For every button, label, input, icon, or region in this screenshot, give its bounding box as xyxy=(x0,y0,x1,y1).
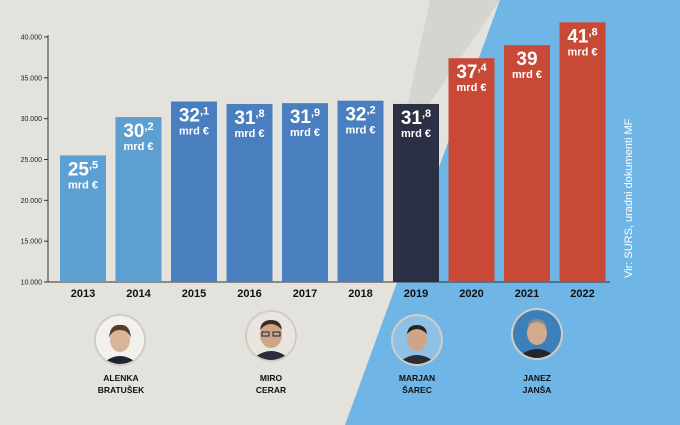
last-name: JANŠA xyxy=(522,385,552,395)
bar-2020 xyxy=(448,58,495,282)
x-axis-labels: 2013 2014 2015 2016 2017 2018 2019 2020 2021 2022 xyxy=(71,288,595,300)
bar-unit-label: mrd € xyxy=(401,128,431,140)
x-tick-label: 2020 xyxy=(459,288,483,300)
last-name: CERAR xyxy=(255,385,287,395)
portrait-cerar xyxy=(247,312,295,360)
bar-2018 xyxy=(337,100,384,282)
portrait-jansa xyxy=(513,310,561,358)
portrait-man-icon xyxy=(513,310,561,358)
y-tick-label: 30.000 xyxy=(21,116,43,123)
bar-unit-label: mrd € xyxy=(68,179,98,191)
bar-unit-label: mrd € xyxy=(512,69,542,81)
bar-unit-label: mrd € xyxy=(179,126,209,138)
bar-value-label: 32,1 xyxy=(179,106,209,127)
last-name: BRATUŠEK xyxy=(97,385,145,395)
source-note: Vir: SURS, uradni dokumenti MF xyxy=(623,118,635,278)
y-tick-label: 10.000 xyxy=(21,280,43,287)
first-name: JANEZ xyxy=(523,373,551,383)
portrait-man-glasses-icon xyxy=(247,312,295,360)
bar-unit-label: mrd € xyxy=(457,82,487,94)
y-tick-label: 40.000 xyxy=(21,35,43,42)
bar-2022 xyxy=(559,22,606,283)
person-name-jansa: JANEZ JANŠA xyxy=(482,372,592,396)
portrait-woman-icon xyxy=(96,316,144,364)
bar-2017 xyxy=(282,103,328,283)
bar-value-label: 30,2 xyxy=(123,121,153,142)
bar-2021 xyxy=(504,45,550,282)
x-tick-label: 2022 xyxy=(570,288,594,300)
bar-unit-label: mrd € xyxy=(124,141,154,153)
bar-value-label: 31,9 xyxy=(290,107,320,128)
x-tick-label: 2018 xyxy=(348,288,372,300)
person-name-cerar: MIRO CERAR xyxy=(216,372,326,396)
y-tick-label: 35.000 xyxy=(21,75,43,82)
portrait-sarec xyxy=(393,316,441,364)
first-name: MIRO xyxy=(259,373,283,383)
bar-2014 xyxy=(115,117,162,283)
bar-value-label: 31,8 xyxy=(401,108,431,129)
y-tick-label: 15.000 xyxy=(21,239,43,246)
bar-unit-label: mrd € xyxy=(346,125,376,137)
x-tick-label: 2021 xyxy=(515,288,539,300)
first-name: MARJAN xyxy=(398,373,436,383)
bars-group xyxy=(60,22,606,283)
first-name: ALENKA xyxy=(103,373,139,383)
bar-2019 xyxy=(393,103,439,282)
x-tick-label: 2013 xyxy=(71,288,95,300)
x-tick-label: 2015 xyxy=(182,288,206,300)
bar-value-label: 31,8 xyxy=(234,108,264,129)
x-tick-label: 2014 xyxy=(126,288,151,300)
bar-value-label: 39 xyxy=(516,49,537,70)
x-tick-label: 2019 xyxy=(404,288,428,300)
bar-2013 xyxy=(60,155,106,282)
portrait-man-icon xyxy=(393,316,441,364)
bar-unit-label: mrd € xyxy=(290,127,320,139)
y-tick-label: 25.000 xyxy=(21,157,43,164)
bar-2015 xyxy=(171,101,217,283)
person-name-sarec: MARJAN ŠAREC xyxy=(362,372,472,396)
y-tick-label: 20.000 xyxy=(21,198,43,205)
bar-value-label: 25,5 xyxy=(68,159,98,180)
last-name: ŠAREC xyxy=(402,385,432,395)
bar-2016 xyxy=(226,103,273,282)
bar-value-label: 37,4 xyxy=(456,62,487,83)
bar-value-label: 32,2 xyxy=(345,105,375,126)
bar-unit-label: mrd € xyxy=(235,128,265,140)
x-tick-label: 2016 xyxy=(237,288,261,300)
bar-unit-label: mrd € xyxy=(568,46,598,58)
x-tick-label: 2017 xyxy=(293,288,317,300)
person-name-bratusek: ALENKA BRATUŠEK xyxy=(66,372,176,396)
portrait-bratusek xyxy=(96,316,144,364)
bar-value-label: 41,8 xyxy=(567,26,597,47)
